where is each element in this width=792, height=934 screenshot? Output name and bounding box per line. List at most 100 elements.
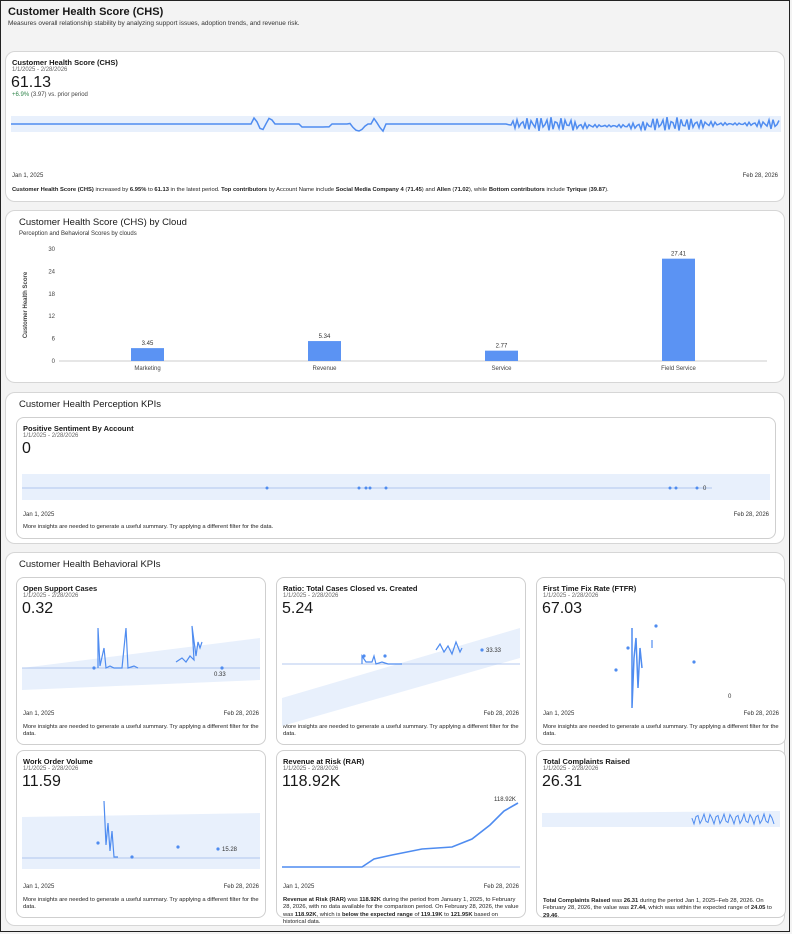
kpi-date-range: 1/1/2025 - 2/28/2026 bbox=[543, 766, 599, 772]
kpi-card-first-time-fix-rate-ftfr[interactable]: First Time Fix Rate (FTFR) 1/1/2025 - 2/2… bbox=[536, 577, 786, 745]
chs-trend-chart[interactable] bbox=[11, 104, 781, 144]
bar-revenue[interactable] bbox=[308, 341, 341, 361]
kpi-point bbox=[216, 847, 220, 851]
kpi-end-label: 15.28 bbox=[222, 847, 238, 853]
kpi-expected-band bbox=[22, 813, 260, 869]
chs-title: Customer Health Score (CHS) bbox=[12, 58, 118, 67]
kpi-point bbox=[654, 624, 658, 628]
sentiment-point bbox=[357, 486, 361, 490]
sentiment-point bbox=[384, 486, 388, 490]
kpi-expected-band bbox=[282, 628, 520, 726]
sentiment-point bbox=[674, 486, 678, 490]
kpi-value: 0.32 bbox=[22, 600, 54, 617]
cloud-chart-card: Customer Health Score (CHS) by Cloud Per… bbox=[5, 210, 785, 383]
kpi-title: Total Complaints Raised bbox=[543, 757, 630, 766]
kpi-series-line bbox=[175, 625, 203, 663]
kpi-x-end: Feb 28, 2026 bbox=[733, 512, 769, 518]
kpi-x-start: Jan 1, 2025 bbox=[23, 711, 55, 717]
y-axis-label: Customer Health Score bbox=[23, 271, 29, 338]
kpi-series-line bbox=[282, 802, 519, 868]
kpi-trend-chart[interactable]: 0 bbox=[542, 618, 780, 710]
kpi-trend-chart[interactable]: 15.28 bbox=[22, 791, 260, 883]
x-category-label: Revenue bbox=[312, 366, 337, 372]
sentiment-trend-chart[interactable]: 0 bbox=[22, 468, 770, 500]
kpi-title: Work Order Volume bbox=[23, 757, 93, 766]
sentiment-point bbox=[695, 486, 699, 490]
kpi-series-line bbox=[435, 640, 463, 656]
kpi-value: 0 bbox=[22, 440, 31, 457]
y-tick-label: 18 bbox=[48, 292, 55, 298]
sentiment-point bbox=[364, 486, 368, 490]
x-category-label: Marketing bbox=[134, 366, 160, 372]
kpi-trend-chart[interactable]: 118.92K bbox=[282, 791, 520, 883]
y-tick-label: 24 bbox=[48, 269, 55, 275]
kpi-card-total-complaints-raised[interactable]: Total Complaints Raised 1/1/2025 - 2/28/2… bbox=[536, 750, 786, 919]
chs-x-start: Jan 1, 2025 bbox=[12, 173, 44, 179]
kpi-summary: Revenue at Risk (RAR) was 118.92K during… bbox=[283, 897, 519, 926]
kpi-x-end: Feb 28, 2026 bbox=[743, 711, 779, 717]
kpi-point bbox=[92, 666, 96, 670]
kpi-x-start: Jan 1, 2025 bbox=[23, 512, 55, 518]
page-title: Customer Health Score (CHS) bbox=[8, 6, 164, 18]
bar-field-service[interactable] bbox=[662, 258, 695, 361]
cloud-bar-chart[interactable]: Customer Health Score 0 6 12 18 24 30 3.45 Marke… bbox=[11, 241, 771, 381]
bar-value-label: 3.45 bbox=[142, 341, 154, 347]
kpi-value: 118.92K bbox=[282, 773, 341, 790]
cloud-section-subtitle: Perception and Behavioral Scores by clou… bbox=[19, 231, 137, 237]
sentiment-expected-band bbox=[22, 474, 770, 500]
y-tick-label: 0 bbox=[52, 359, 56, 365]
kpi-card-revenue-at-risk-rar[interactable]: Revenue at Risk (RAR) 1/1/2025 - 2/28/202… bbox=[276, 750, 526, 925]
kpi-card-work-order-volume[interactable]: Work Order Volume 1/1/2025 - 2/28/2026 11.… bbox=[16, 750, 266, 918]
kpi-title: Ratio: Total Cases Closed vs. Created bbox=[283, 584, 418, 593]
kpi-date-range: 1/1/2025 - 2/28/2026 bbox=[23, 433, 79, 439]
kpi-point bbox=[96, 841, 100, 845]
kpi-end-label: 118.92K bbox=[494, 797, 516, 803]
kpi-expected-band bbox=[22, 638, 260, 690]
kpi-trend-chart[interactable] bbox=[542, 791, 780, 883]
kpi-card-ratio-total-cases-closed-vs-created[interactable]: Ratio: Total Cases Closed vs. Created 1/1… bbox=[276, 577, 526, 745]
kpi-point bbox=[480, 648, 484, 652]
bar-marketing[interactable] bbox=[131, 348, 164, 361]
positive-sentiment-card[interactable]: Positive Sentiment By Account 1/1/2025 -… bbox=[16, 417, 776, 539]
kpi-series-line bbox=[631, 628, 643, 709]
kpi-date-range: 1/1/2025 - 2/28/2026 bbox=[23, 766, 79, 772]
kpi-title: Open Support Cases bbox=[23, 584, 98, 593]
kpi-end-label: 0 bbox=[728, 694, 732, 700]
chs-change-rest: (3.97) vs. prior period bbox=[30, 92, 88, 98]
chs-series-line bbox=[11, 116, 780, 133]
kpi-point bbox=[614, 668, 618, 672]
x-category-label: Field Service bbox=[661, 366, 696, 372]
kpi-end-label: 33.33 bbox=[486, 648, 502, 654]
x-category-label: Service bbox=[491, 366, 512, 372]
kpi-x-end: Feb 28, 2026 bbox=[483, 884, 519, 890]
kpi-point bbox=[626, 646, 630, 650]
kpi-point bbox=[176, 845, 180, 849]
page-subtitle: Measures overall relationship stability … bbox=[8, 20, 300, 27]
bar-value-label: 27.41 bbox=[671, 252, 687, 258]
kpi-value: 5.24 bbox=[282, 600, 314, 617]
bar-service[interactable] bbox=[485, 350, 518, 361]
kpi-title: First Time Fix Rate (FTFR) bbox=[543, 584, 637, 593]
kpi-date-range: 1/1/2025 - 2/28/2026 bbox=[543, 593, 599, 599]
kpi-x-start: Jan 1, 2025 bbox=[23, 884, 55, 890]
y-tick-label: 12 bbox=[48, 314, 55, 320]
kpi-trend-chart[interactable]: 33.33 bbox=[282, 618, 520, 726]
kpi-date-range: 1/1/2025 - 2/28/2026 bbox=[23, 593, 79, 599]
kpi-card-open-support-cases[interactable]: Open Support Cases 1/1/2025 - 2/28/2026 0.… bbox=[16, 577, 266, 745]
kpi-point bbox=[220, 666, 224, 670]
sentiment-point bbox=[368, 486, 372, 490]
kpi-summary: More insights are needed to generate a u… bbox=[283, 724, 519, 738]
cloud-section-title: Customer Health Score (CHS) by Cloud bbox=[19, 217, 187, 228]
bar-value-label: 5.34 bbox=[319, 334, 331, 340]
kpi-x-end: Feb 28, 2026 bbox=[223, 884, 259, 890]
chs-summary: Customer Health Score (CHS) increased by… bbox=[12, 187, 609, 193]
kpi-summary: More insights are needed to generate a u… bbox=[543, 724, 779, 738]
y-tick-label: 30 bbox=[48, 247, 55, 253]
kpi-trend-chart[interactable]: 0.33 bbox=[22, 618, 260, 710]
sentiment-end-label: 0 bbox=[703, 486, 707, 492]
perception-section: Customer Health Perception KPIs Positive… bbox=[5, 392, 785, 544]
kpi-value: 26.31 bbox=[542, 773, 583, 790]
chs-card[interactable]: Customer Health Score (CHS) 1/1/2025 - 2… bbox=[5, 51, 785, 202]
kpi-summary: More insights are needed to generate a u… bbox=[23, 897, 259, 911]
